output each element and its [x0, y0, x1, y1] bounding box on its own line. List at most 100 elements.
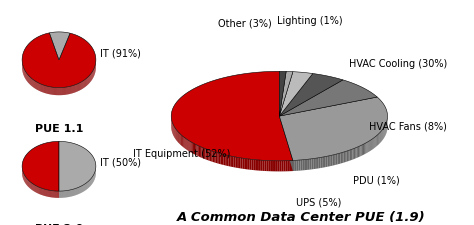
Polygon shape	[75, 189, 76, 196]
Polygon shape	[35, 82, 36, 90]
Polygon shape	[51, 191, 52, 198]
Polygon shape	[287, 161, 289, 171]
Polygon shape	[236, 157, 237, 168]
Polygon shape	[54, 88, 55, 96]
Polygon shape	[79, 83, 80, 91]
Polygon shape	[44, 189, 45, 196]
Polygon shape	[52, 88, 53, 95]
Polygon shape	[64, 88, 65, 95]
Polygon shape	[266, 161, 268, 171]
Polygon shape	[82, 185, 83, 192]
Polygon shape	[83, 185, 84, 192]
Polygon shape	[61, 191, 62, 198]
Polygon shape	[41, 188, 42, 195]
Polygon shape	[42, 85, 43, 93]
Polygon shape	[228, 156, 230, 167]
Text: UPS (5%): UPS (5%)	[296, 197, 341, 207]
Text: IT (50%): IT (50%)	[100, 157, 140, 167]
Polygon shape	[67, 191, 68, 197]
Polygon shape	[232, 157, 234, 167]
Polygon shape	[242, 158, 244, 169]
Polygon shape	[66, 88, 67, 95]
Polygon shape	[313, 159, 315, 169]
Polygon shape	[279, 72, 313, 117]
Polygon shape	[225, 155, 227, 166]
Polygon shape	[279, 72, 293, 117]
Polygon shape	[83, 81, 84, 89]
Polygon shape	[80, 83, 81, 91]
Polygon shape	[64, 191, 65, 198]
Polygon shape	[374, 137, 375, 148]
Polygon shape	[214, 152, 216, 163]
Text: PUE 2.0: PUE 2.0	[35, 223, 83, 225]
Polygon shape	[213, 152, 214, 163]
Polygon shape	[377, 135, 378, 146]
Polygon shape	[253, 160, 255, 171]
Polygon shape	[207, 150, 208, 161]
Polygon shape	[60, 191, 61, 198]
Polygon shape	[78, 84, 79, 92]
Polygon shape	[73, 189, 74, 196]
Polygon shape	[49, 190, 50, 197]
Polygon shape	[342, 152, 344, 163]
Polygon shape	[348, 151, 350, 162]
Polygon shape	[184, 138, 185, 149]
Polygon shape	[40, 188, 41, 195]
Polygon shape	[74, 86, 75, 93]
Polygon shape	[383, 128, 384, 140]
Text: IT (91%): IT (91%)	[100, 48, 140, 58]
Polygon shape	[329, 156, 331, 167]
Polygon shape	[196, 145, 198, 156]
Polygon shape	[351, 149, 353, 160]
Polygon shape	[317, 158, 319, 169]
Polygon shape	[80, 187, 81, 193]
Polygon shape	[315, 158, 317, 169]
Polygon shape	[279, 72, 286, 117]
Polygon shape	[50, 191, 51, 197]
Polygon shape	[264, 161, 266, 171]
Polygon shape	[81, 82, 82, 90]
Polygon shape	[311, 159, 313, 170]
Polygon shape	[81, 186, 82, 193]
Polygon shape	[279, 74, 343, 117]
Polygon shape	[194, 144, 195, 155]
Polygon shape	[345, 151, 346, 162]
Polygon shape	[224, 155, 225, 166]
Polygon shape	[181, 135, 182, 146]
Polygon shape	[360, 145, 362, 157]
Polygon shape	[44, 86, 45, 94]
Polygon shape	[36, 186, 37, 193]
Polygon shape	[301, 160, 302, 171]
Polygon shape	[199, 146, 200, 157]
Polygon shape	[38, 83, 39, 91]
Polygon shape	[211, 151, 213, 162]
Polygon shape	[326, 156, 328, 167]
Polygon shape	[198, 146, 199, 157]
Polygon shape	[47, 190, 48, 197]
Polygon shape	[304, 160, 306, 171]
Polygon shape	[77, 188, 78, 195]
Polygon shape	[372, 139, 373, 150]
Polygon shape	[76, 188, 77, 195]
Polygon shape	[261, 160, 263, 171]
Polygon shape	[69, 87, 70, 95]
Polygon shape	[364, 144, 365, 155]
Polygon shape	[350, 150, 351, 161]
Polygon shape	[285, 161, 287, 171]
Polygon shape	[332, 155, 334, 166]
Polygon shape	[200, 147, 201, 158]
Polygon shape	[45, 189, 46, 196]
Polygon shape	[293, 161, 295, 171]
Polygon shape	[183, 137, 184, 148]
Polygon shape	[39, 187, 40, 194]
Polygon shape	[278, 161, 280, 172]
Polygon shape	[370, 140, 371, 152]
Polygon shape	[239, 158, 241, 169]
Polygon shape	[49, 87, 50, 95]
Polygon shape	[74, 189, 75, 196]
Polygon shape	[71, 190, 72, 197]
Polygon shape	[346, 151, 348, 162]
Polygon shape	[257, 160, 259, 171]
Polygon shape	[71, 87, 72, 94]
Polygon shape	[182, 136, 183, 147]
